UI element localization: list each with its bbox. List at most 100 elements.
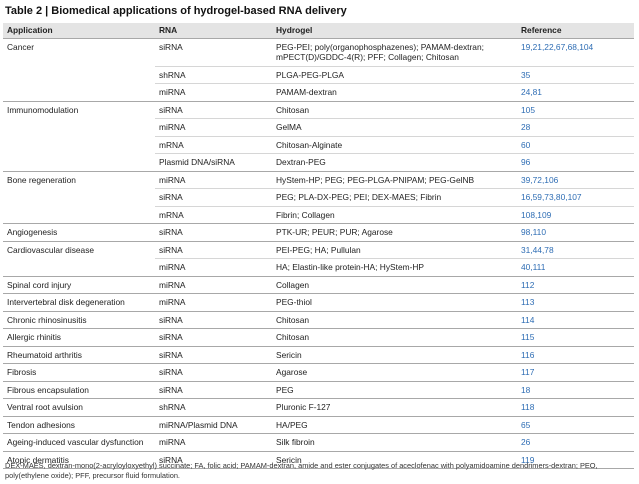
application-cell: Intervertebral disk degeneration — [3, 293, 155, 312]
footnote: DEX-MAES, dextran-mono(2-acryloyloxyethy… — [5, 461, 598, 480]
table-row: siRNA PEG; PLA-DX-PEG; PEI; DEX-MAES; Fib… — [3, 188, 634, 206]
reference-cell: 39,72,106 — [517, 170, 634, 189]
rna-cell: siRNA — [155, 37, 272, 66]
reference-cell: 98,110 — [517, 223, 634, 241]
rna-cell: mRNA — [155, 205, 272, 224]
reference-cell: 60 — [517, 135, 634, 154]
reference-cell: 119 — [517, 450, 634, 469]
table-row: Angiogenesis siRNA PTK-UR; PEUR; PUR; Agar… — [3, 223, 634, 242]
application-cell: Cancer — [3, 37, 155, 102]
application-cell: Ventral root avulsion — [3, 398, 155, 417]
reference-cell: 26 — [517, 433, 634, 451]
application-cell: Bone regeneration — [3, 170, 155, 224]
rna-cell: siRNA — [155, 240, 272, 259]
application-cell: Atopic dermatitis — [3, 450, 155, 469]
table-row: Ageing-induced vascular dysfunction miRNA… — [3, 433, 634, 452]
reference-cell: 40,111 — [517, 258, 634, 276]
column-header: Hydrogel — [272, 23, 517, 38]
reference-cell: 113 — [517, 293, 634, 311]
rna-cell: siRNA — [155, 363, 272, 381]
hydrogel-cell: HA; Elastin-like protein-HA; HyStem-HP — [272, 258, 517, 276]
hydrogel-cell: Chitosan-Alginate — [272, 135, 517, 154]
hydrogel-cell: HyStem-HP; PEG; PEG-PLGA-PNIPAM; PEG-Gel… — [272, 170, 517, 189]
rna-cell: miRNA — [155, 83, 272, 101]
table-row: Plasmid DNA/siRNA Dextran-PEG 96 — [3, 153, 634, 171]
hydrogel-cell: PEG-thiol — [272, 293, 517, 311]
reference-cell: 118 — [517, 398, 634, 416]
hydrogel-cell: PLGA-PEG-PLGA — [272, 65, 517, 84]
application-cell: Immunomodulation — [3, 100, 155, 172]
column-header: RNA — [155, 23, 272, 38]
hydrogel-cell: PTK-UR; PEUR; PUR; Agarose — [272, 223, 517, 241]
reference-cell: 16,59,73,80,107 — [517, 188, 634, 206]
table-row: Allergic rhinitis siRNA Chitosan 115 — [3, 328, 634, 347]
hydrogel-cell: Pluronic F-127 — [272, 398, 517, 416]
table: Application RNA Hydrogel Reference Cancer si… — [3, 23, 634, 469]
rna-cell: miRNA — [155, 293, 272, 311]
hydrogel-cell: Agarose — [272, 363, 517, 381]
application-cell: Fibrosis — [3, 363, 155, 382]
rna-cell: miRNA — [155, 433, 272, 451]
application-cell: Tendon adhesions — [3, 415, 155, 434]
rna-cell: miRNA — [155, 170, 272, 189]
reference-cell: 35 — [517, 65, 634, 84]
hydrogel-cell: Chitosan — [272, 100, 517, 119]
table-row: Cancer siRNA PEG-PEI; poly(organophosphaze… — [3, 37, 634, 102]
rna-cell: siRNA — [155, 223, 272, 241]
table-row: Tendon adhesions miRNA/Plasmid DNA HA/PEG 6… — [3, 415, 634, 434]
rna-cell: miRNA/Plasmid DNA — [155, 415, 272, 434]
rna-cell: siRNA — [155, 100, 272, 119]
table-row: miRNA GelMA 28 — [3, 118, 634, 136]
hydrogel-cell: Collagen — [272, 275, 517, 294]
header-row: Application RNA Hydrogel Reference — [3, 23, 634, 38]
rna-cell: miRNA — [155, 118, 272, 136]
table-row: Fibrous encapsulation siRNA PEG 18 — [3, 380, 634, 399]
reference-cell: 112 — [517, 275, 634, 294]
table-row: Cardiovascular disease siRNA PEI-PEG; HA; … — [3, 240, 634, 277]
hydrogel-cell: Sericin — [272, 450, 517, 469]
reference-cell: 24,81 — [517, 83, 634, 101]
table-row: Ventral root avulsion shRNA Pluronic F-127… — [3, 398, 634, 417]
reference-cell: 96 — [517, 153, 634, 171]
table-row: shRNA PLGA-PEG-PLGA 35 — [3, 65, 634, 84]
application-cell: Angiogenesis — [3, 223, 155, 242]
table-row: Atopic dermatitis siRNA Sericin 119 — [3, 450, 634, 469]
table-body: Cancer siRNA PEG-PEI; poly(organophosphaze… — [3, 37, 634, 469]
reference-cell: 105 — [517, 100, 634, 119]
table-row: Bone regeneration miRNA HyStem-HP; PEG; PE… — [3, 170, 634, 224]
hydrogel-cell: HA/PEG — [272, 415, 517, 434]
table-row: Fibrosis siRNA Agarose 117 — [3, 363, 634, 382]
application-cell: Chronic rhinosinusitis — [3, 310, 155, 329]
application-cell: Rheumatoid arthritis — [3, 345, 155, 364]
rna-cell: shRNA — [155, 398, 272, 416]
reference-cell: 117 — [517, 363, 634, 381]
table-row: Immunomodulation siRNA Chitosan 105 — [3, 100, 634, 172]
application-cell: Fibrous encapsulation — [3, 380, 155, 399]
hydrogel-cell: PEG-PEI; poly(organophosphazenes); PAMAM… — [272, 37, 517, 66]
table-row: Intervertebral disk degeneration miRNA PEG… — [3, 293, 634, 312]
application-cell: Cardiovascular disease — [3, 240, 155, 277]
rna-cell: Plasmid DNA/siRNA — [155, 153, 272, 171]
rna-cell: miRNA — [155, 275, 272, 294]
hydrogel-cell: Chitosan — [272, 310, 517, 329]
rna-cell: shRNA — [155, 65, 272, 84]
hydrogel-cell: Dextran-PEG — [272, 153, 517, 171]
rna-cell: siRNA — [155, 310, 272, 329]
table-title: Table 2 | Biomedical applications of hyd… — [5, 5, 347, 17]
table-row: miRNA HA; Elastin-like protein-HA; HyStem… — [3, 258, 634, 276]
reference-cell: 114 — [517, 310, 634, 329]
reference-cell: 65 — [517, 415, 634, 434]
reference-cell: 116 — [517, 345, 634, 364]
table-row: Spinal cord injury miRNA Collagen 112 — [3, 275, 634, 294]
rna-cell: siRNA — [155, 380, 272, 399]
hydrogel-cell: PEG; PLA-DX-PEG; PEI; DEX-MAES; Fibrin — [272, 188, 517, 206]
application-cell: Allergic rhinitis — [3, 328, 155, 347]
hydrogel-cell: Silk fibroin — [272, 433, 517, 451]
reference-cell: 28 — [517, 118, 634, 136]
rna-cell: siRNA — [155, 450, 272, 469]
reference-cell: 19,21,22,67,68,104 — [517, 37, 634, 66]
table-row: miRNA PAMAM-dextran 24,81 — [3, 83, 634, 101]
application-cell: Ageing-induced vascular dysfunction — [3, 433, 155, 452]
table-row: Chronic rhinosinusitis siRNA Chitosan 114 — [3, 310, 634, 329]
